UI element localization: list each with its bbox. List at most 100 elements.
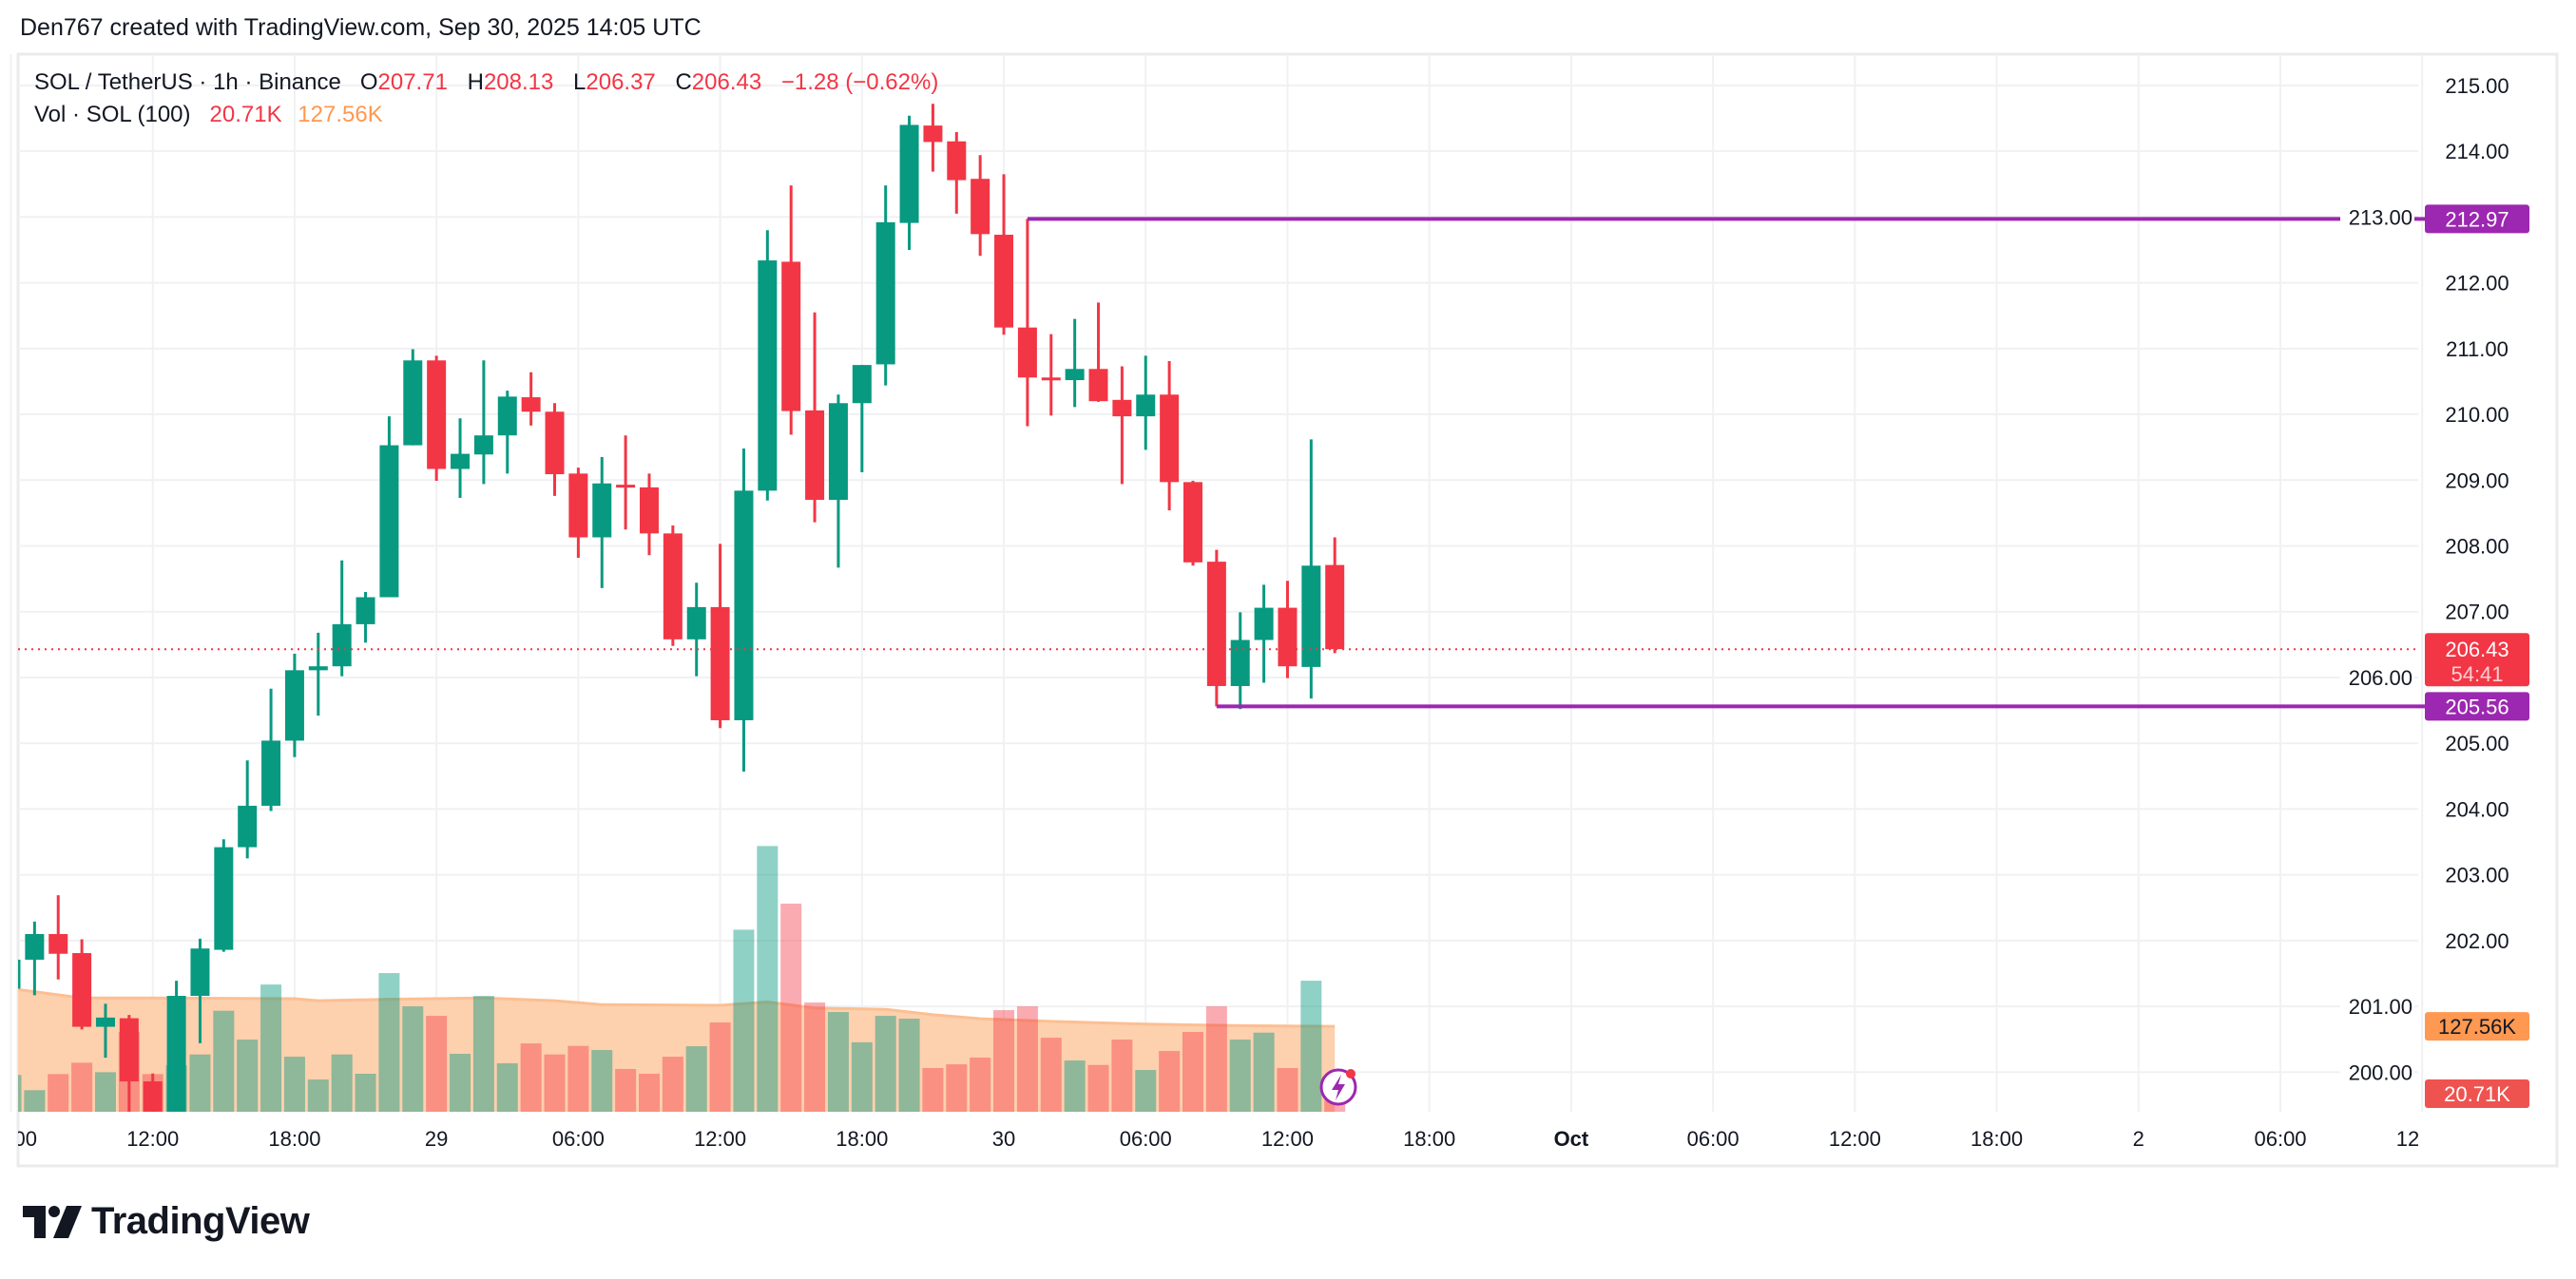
candle-down bbox=[1160, 360, 1180, 511]
candle-body bbox=[781, 261, 801, 411]
volume-ma-line bbox=[18, 987, 1336, 1028]
price-tick-label: 212.00 bbox=[2445, 272, 2509, 296]
lightning-icon[interactable] bbox=[1319, 1068, 1357, 1106]
volume-bar-down bbox=[520, 1043, 542, 1112]
volume-bar-down bbox=[970, 1058, 991, 1112]
volume-bar-down bbox=[426, 1016, 448, 1112]
candle-up bbox=[166, 981, 186, 1112]
close-label: C bbox=[675, 69, 692, 95]
symbol-title[interactable]: SOL / TetherUS · 1h · Binance bbox=[34, 69, 341, 95]
candle-body bbox=[1206, 562, 1226, 686]
candle-down bbox=[1325, 537, 1345, 654]
volume-bar-down bbox=[71, 1062, 93, 1112]
candle-body bbox=[214, 847, 234, 950]
candle-up bbox=[592, 457, 612, 588]
candle-body bbox=[828, 403, 848, 501]
time-tick-label: 29 bbox=[425, 1127, 448, 1151]
candle-body bbox=[875, 221, 895, 365]
candle-up bbox=[403, 349, 423, 446]
volume-bar-up bbox=[355, 1073, 376, 1112]
candle-body bbox=[923, 125, 943, 143]
time-tick-label: Oct bbox=[1554, 1127, 1589, 1151]
candle-up bbox=[284, 654, 304, 757]
candle-body bbox=[119, 1018, 139, 1082]
volume-bar-up bbox=[213, 1010, 235, 1112]
volume-bar-down bbox=[1087, 1064, 1109, 1112]
candle-body bbox=[1065, 369, 1085, 381]
candle-down bbox=[427, 355, 447, 481]
volume-bar-up bbox=[472, 996, 494, 1112]
volume-bar-up bbox=[851, 1041, 873, 1112]
candle-body bbox=[592, 483, 612, 538]
volume-label: 20.71K bbox=[2444, 1082, 2510, 1106]
time-tick-label: 12:00 bbox=[694, 1127, 746, 1151]
candle-down bbox=[143, 1073, 163, 1112]
price-tick-label: 203.00 bbox=[2445, 864, 2509, 888]
time-tick-label: 30 bbox=[992, 1127, 1015, 1151]
time-tick-label: 06:00 bbox=[0, 1127, 37, 1151]
volume-bar-up bbox=[1253, 1032, 1275, 1112]
candle-body bbox=[95, 1017, 115, 1027]
candles bbox=[18, 104, 1345, 1112]
candle-down bbox=[923, 104, 943, 172]
candle-down bbox=[521, 372, 541, 426]
support-price: 205.56 bbox=[2445, 695, 2509, 718]
candle-body bbox=[190, 948, 210, 997]
time-tick-label: 18:00 bbox=[1970, 1127, 2023, 1151]
candle-body bbox=[308, 666, 328, 671]
volume-bar-down bbox=[567, 1045, 589, 1112]
candle-body bbox=[1017, 327, 1037, 378]
candle-body bbox=[166, 996, 186, 1112]
volume-bar-down bbox=[993, 1010, 1015, 1112]
candle-down bbox=[947, 132, 967, 214]
candle-up bbox=[1065, 318, 1085, 408]
price-tick-label: 200.00 bbox=[2349, 1060, 2413, 1084]
candle-body bbox=[143, 1081, 163, 1112]
time-tick-label: 06:00 bbox=[552, 1127, 605, 1151]
volume-bar-up bbox=[733, 929, 755, 1112]
price-tick-label: 206.00 bbox=[2349, 666, 2413, 690]
price-tick-label: 205.00 bbox=[2445, 732, 2509, 755]
candle-down bbox=[119, 1015, 139, 1112]
candle-body bbox=[1325, 564, 1345, 650]
price-tick-label-backing bbox=[2340, 993, 2414, 1021]
candle-up bbox=[875, 185, 895, 386]
last-price-badge: 206.43 54:41 bbox=[2425, 633, 2529, 687]
volume-bar-down bbox=[544, 1054, 566, 1112]
candle-body bbox=[568, 473, 588, 538]
candle-up bbox=[18, 959, 21, 989]
volume-bar-up bbox=[1229, 1040, 1251, 1112]
candle-down bbox=[568, 468, 588, 558]
candle-body bbox=[521, 397, 541, 412]
candle-up bbox=[261, 688, 281, 811]
volume-bar-up bbox=[1300, 981, 1322, 1112]
last-price: 206.43 bbox=[2445, 638, 2509, 661]
candle-up bbox=[1301, 439, 1321, 699]
volume-bar-down bbox=[780, 903, 802, 1112]
time-tick-label: 12:00 bbox=[126, 1127, 179, 1151]
time-tick-label: 2 bbox=[2133, 1127, 2144, 1151]
volume-indicator-title[interactable]: Vol · SOL (100) bbox=[34, 102, 191, 127]
volume-bar-up bbox=[757, 846, 779, 1112]
candle-up bbox=[214, 839, 234, 952]
candle-body bbox=[1230, 640, 1250, 686]
candle-down bbox=[72, 939, 92, 1030]
candle-body bbox=[1301, 565, 1321, 667]
candle-up bbox=[190, 938, 210, 1043]
candle-body bbox=[1160, 394, 1180, 483]
tradingview-logo[interactable]: TradingView bbox=[23, 1200, 310, 1243]
price-tick-label: 210.00 bbox=[2445, 403, 2509, 427]
time-axis[interactable]: 06:00 12:00 18:00 29 06:00 12:00 18:00 30 06:00 1… bbox=[0, 1127, 2449, 1151]
time-tick-label: 12:00 bbox=[1261, 1127, 1314, 1151]
price-axis[interactable]: 215.00 214.00 213.00 212.00 211.00 210.00 209.… bbox=[2340, 74, 2509, 1086]
candle-up bbox=[758, 230, 778, 501]
candle-down bbox=[971, 155, 990, 257]
tradingview-logo-text: TradingView bbox=[91, 1200, 310, 1242]
candle-up bbox=[25, 921, 45, 996]
volume-bar-up bbox=[496, 1063, 518, 1112]
open-label: O bbox=[359, 69, 378, 95]
volume-bar-up bbox=[18, 1075, 22, 1112]
low-value: 206.37 bbox=[586, 69, 656, 95]
candle-down bbox=[781, 185, 801, 435]
